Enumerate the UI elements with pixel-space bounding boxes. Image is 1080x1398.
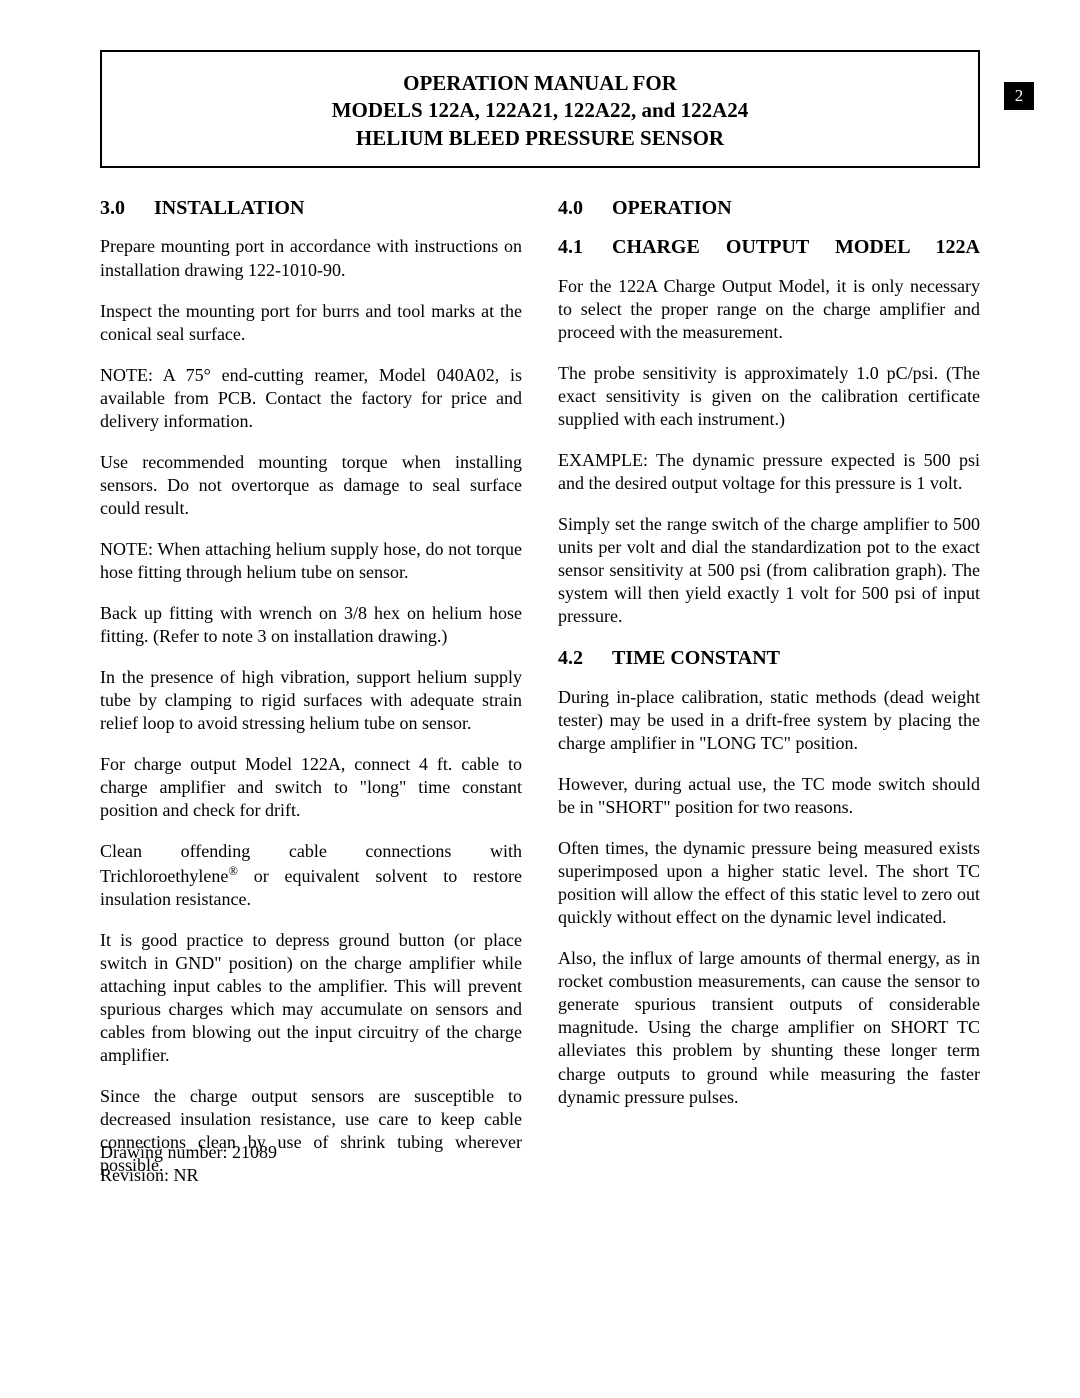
section-3-para-2: Inspect the mounting port for burrs and … — [100, 300, 522, 346]
header-title-line-3: HELIUM BLEED PRESSURE SENSOR — [122, 125, 958, 152]
left-column: 3.0 INSTALLATION Prepare mounting port i… — [100, 196, 522, 1196]
section-4-1-para-4: Simply set the range switch of the charg… — [558, 513, 980, 628]
page-number-badge: 2 — [1004, 82, 1034, 110]
section-3-heading: 3.0 INSTALLATION — [100, 196, 522, 222]
section-4-1-number: 4.1 — [558, 235, 612, 261]
content-columns: 3.0 INSTALLATION Prepare mounting port i… — [100, 196, 980, 1196]
section-4-2-title: TIME CONSTANT — [612, 646, 980, 672]
section-4-1-para-3: EXAMPLE: The dynamic pressure expected i… — [558, 449, 980, 495]
section-3-para-7: In the presence of high vibration, suppo… — [100, 666, 522, 735]
section-4-1-heading: 4.1 CHARGE OUTPUT MODEL 122A — [558, 235, 980, 261]
section-4-2-para-1: During in-place calibration, static meth… — [558, 686, 980, 755]
section-4-2-heading: 4.2 TIME CONSTANT — [558, 646, 980, 672]
section-4-2-para-4: Also, the influx of large amounts of the… — [558, 947, 980, 1108]
header-box: 2 OPERATION MANUAL FOR MODELS 122A, 122A… — [100, 50, 980, 168]
section-4-1-para-2: The probe sensitivity is approximately 1… — [558, 362, 980, 431]
header-title-line-1: OPERATION MANUAL FOR — [122, 70, 958, 97]
section-4-1-title: CHARGE OUTPUT MODEL 122A — [612, 235, 980, 261]
section-3-number: 3.0 — [100, 196, 154, 222]
registered-mark-icon: ® — [228, 864, 238, 878]
footer-revision: Revision: NR — [100, 1164, 277, 1187]
footer: Drawing number: 21089 Revision: NR — [100, 1141, 277, 1187]
header-title-line-2: MODELS 122A, 122A21, 122A22, and 122A24 — [122, 97, 958, 124]
page: 2 OPERATION MANUAL FOR MODELS 122A, 122A… — [0, 0, 1080, 1236]
section-4-1-para-1: For the 122A Charge Output Model, it is … — [558, 275, 980, 344]
section-3-title: INSTALLATION — [154, 196, 522, 222]
footer-drawing-number: Drawing number: 21089 — [100, 1141, 277, 1164]
section-3-para-1: Prepare mounting port in accordance with… — [100, 235, 522, 281]
section-3-para-3: NOTE: A 75° end-cutting reamer, Model 04… — [100, 364, 522, 433]
section-4-title: OPERATION — [612, 196, 980, 222]
section-4-2-para-3: Often times, the dynamic pressure being … — [558, 837, 980, 929]
section-4-2-para-2: However, during actual use, the TC mode … — [558, 773, 980, 819]
section-4-number: 4.0 — [558, 196, 612, 222]
right-column: 4.0 OPERATION 4.1 CHARGE OUTPUT MODEL 12… — [558, 196, 980, 1196]
section-4-heading: 4.0 OPERATION — [558, 196, 980, 222]
section-3-para-8: For charge output Model 122A, connect 4 … — [100, 753, 522, 822]
section-3-para-5: NOTE: When attaching helium supply hose,… — [100, 538, 522, 584]
section-3-para-10: It is good practice to depress ground bu… — [100, 929, 522, 1067]
section-3-para-4: Use recommended mounting torque when ins… — [100, 451, 522, 520]
section-4-2-number: 4.2 — [558, 646, 612, 672]
section-3-para-9: Clean offending cable connections with T… — [100, 840, 522, 911]
section-3-para-6: Back up fitting with wrench on 3/8 hex o… — [100, 602, 522, 648]
